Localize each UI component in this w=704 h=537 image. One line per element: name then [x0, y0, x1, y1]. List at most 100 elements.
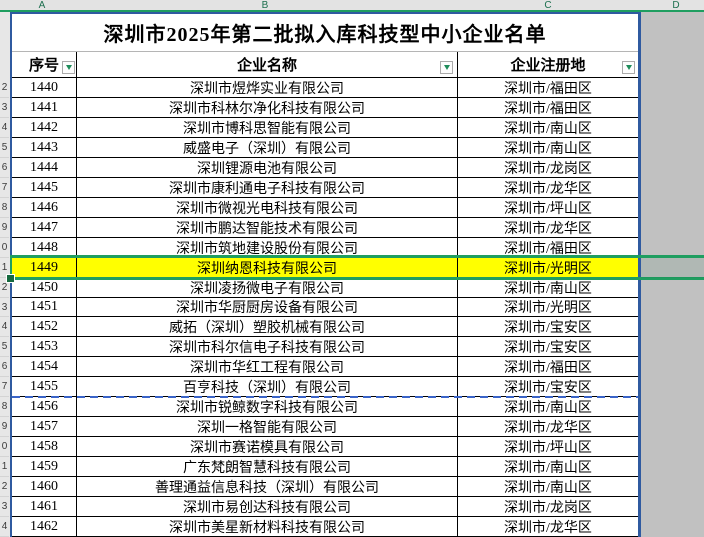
column-header-d[interactable]: D	[672, 0, 680, 11]
cell-serial-no[interactable]: 1440	[12, 78, 77, 98]
cell-company-name[interactable]: 深圳纳恩科技有限公司	[77, 258, 458, 278]
row-number[interactable]: 2	[0, 78, 9, 98]
cell-serial-no[interactable]: 1441	[12, 98, 77, 118]
row-number[interactable]: 7	[0, 178, 9, 198]
row-number[interactable]: 4	[0, 517, 9, 537]
cell-company-name[interactable]: 深圳一格智能有限公司	[77, 417, 458, 437]
row-number[interactable]: 3	[0, 497, 9, 517]
row-number[interactable]: 0	[0, 437, 9, 457]
cell-company-name[interactable]: 广东梵朗智慧科技有限公司	[77, 457, 458, 477]
cell-serial-no[interactable]: 1444	[12, 158, 77, 178]
cell-company-name[interactable]: 深圳锂源电池有限公司	[77, 158, 458, 178]
cell-company-name[interactable]: 善理通益信息科技（深圳）有限公司	[77, 477, 458, 497]
cell-company-name[interactable]: 百亨科技（深圳）有限公司	[77, 377, 458, 397]
filter-dropdown-location-icon[interactable]	[622, 61, 635, 74]
cell-serial-no[interactable]: 1456	[12, 397, 77, 417]
cell-serial-no[interactable]: 1443	[12, 138, 77, 158]
cell-serial-no[interactable]: 1459	[12, 457, 77, 477]
row-number[interactable]: 9	[0, 218, 9, 238]
cell-company-name[interactable]: 深圳市鹏达智能技术有限公司	[77, 218, 458, 238]
cell-reg-location[interactable]: 深圳市/南山区	[458, 278, 638, 298]
column-header-c[interactable]: C	[544, 0, 552, 11]
row-number[interactable]: 6	[0, 357, 9, 377]
cell-serial-no[interactable]: 1442	[12, 118, 77, 138]
cell-reg-location[interactable]: 深圳市/南山区	[458, 118, 638, 138]
header-cell-no[interactable]: 序号	[12, 52, 77, 78]
cell-company-name[interactable]: 深圳市华红工程有限公司	[77, 357, 458, 377]
cell-reg-location[interactable]: 深圳市/龙华区	[458, 218, 638, 238]
cell-company-name[interactable]: 深圳凌扬微电子有限公司	[77, 278, 458, 298]
cell-company-name[interactable]: 深圳市科林尔净化科技有限公司	[77, 98, 458, 118]
cell-company-name[interactable]: 深圳市易创达科技有限公司	[77, 497, 458, 517]
cell-company-name[interactable]: 威拓（深圳）塑胶机械有限公司	[77, 317, 458, 337]
cell-serial-no[interactable]: 1462	[12, 517, 77, 537]
cell-company-name[interactable]: 深圳市科尔信电子科技有限公司	[77, 337, 458, 357]
row-number[interactable]: 0	[0, 238, 9, 258]
cell-reg-location[interactable]: 深圳市/宝安区	[458, 337, 638, 357]
cell-serial-no[interactable]: 1453	[12, 337, 77, 357]
cell-reg-location[interactable]: 深圳市/光明区	[458, 298, 638, 317]
row-number[interactable]: 7	[0, 377, 9, 397]
cell-reg-location[interactable]: 深圳市/南山区	[458, 397, 638, 417]
cell-company-name[interactable]: 深圳市华厨厨房设备有限公司	[77, 298, 458, 317]
cell-serial-no[interactable]: 1447	[12, 218, 77, 238]
row-number[interactable]: 3	[0, 298, 9, 317]
cell-company-name[interactable]: 深圳市煜烨实业有限公司	[77, 78, 458, 98]
cell-reg-location[interactable]: 深圳市/坪山区	[458, 198, 638, 218]
row-number[interactable]: 8	[0, 397, 9, 417]
cell-reg-location[interactable]: 深圳市/龙华区	[458, 417, 638, 437]
cell-serial-no[interactable]: 1445	[12, 178, 77, 198]
row-number[interactable]: 1	[0, 457, 9, 477]
row-number[interactable]: 9	[0, 417, 9, 437]
cell-company-name[interactable]: 威盛电子（深圳）有限公司	[77, 138, 458, 158]
cell-company-name[interactable]: 深圳市微视光电科技有限公司	[77, 198, 458, 218]
sheet-title-cell[interactable]: 深圳市2025年第二批拟入库科技型中小企业名单	[12, 14, 638, 52]
cell-reg-location[interactable]: 深圳市/福田区	[458, 98, 638, 118]
cell-serial-no[interactable]: 1457	[12, 417, 77, 437]
row-number[interactable]: 1	[0, 258, 9, 278]
cell-serial-no[interactable]: 1460	[12, 477, 77, 497]
cell-reg-location[interactable]: 深圳市/龙华区	[458, 517, 638, 537]
row-number[interactable]: 2	[0, 278, 9, 298]
cell-reg-location[interactable]: 深圳市/龙华区	[458, 178, 638, 198]
cell-reg-location[interactable]: 深圳市/宝安区	[458, 317, 638, 337]
row-number[interactable]: 5	[0, 138, 9, 158]
row-number[interactable]: 6	[0, 158, 9, 178]
cell-reg-location[interactable]: 深圳市/福田区	[458, 357, 638, 377]
cell-reg-location[interactable]: 深圳市/光明区	[458, 258, 638, 278]
cell-reg-location[interactable]: 深圳市/南山区	[458, 138, 638, 158]
cell-serial-no[interactable]: 1452	[12, 317, 77, 337]
row-number[interactable]: 8	[0, 198, 9, 218]
filter-dropdown-no-icon[interactable]	[62, 61, 75, 74]
cell-company-name[interactable]: 深圳市博科思智能有限公司	[77, 118, 458, 138]
cell-company-name[interactable]: 深圳市锐鲸数字科技有限公司	[77, 397, 458, 417]
row-number[interactable]: 4	[0, 317, 9, 337]
cell-serial-no[interactable]: 1451	[12, 298, 77, 317]
header-cell-location[interactable]: 企业注册地	[458, 52, 638, 78]
cell-company-name[interactable]: 深圳市美星新材料科技有限公司	[77, 517, 458, 537]
cell-reg-location[interactable]: 深圳市/福田区	[458, 78, 638, 98]
column-header-a[interactable]: A	[38, 0, 46, 11]
cell-company-name[interactable]: 深圳市赛诺模具有限公司	[77, 437, 458, 457]
cell-serial-no[interactable]: 1454	[12, 357, 77, 377]
cell-serial-no[interactable]: 1446	[12, 198, 77, 218]
cell-serial-no[interactable]: 1458	[12, 437, 77, 457]
cell-serial-no[interactable]: 1449	[12, 258, 77, 278]
cell-serial-no[interactable]: 1461	[12, 497, 77, 517]
column-header-b[interactable]: B	[261, 0, 269, 11]
cell-reg-location[interactable]: 深圳市/宝安区	[458, 377, 638, 397]
row-number[interactable]: 2	[0, 477, 9, 497]
cell-reg-location[interactable]: 深圳市/坪山区	[458, 437, 638, 457]
row-number[interactable]: 3	[0, 98, 9, 118]
header-cell-name[interactable]: 企业名称	[77, 52, 458, 78]
cell-reg-location[interactable]: 深圳市/龙岗区	[458, 497, 638, 517]
cell-serial-no[interactable]: 1455	[12, 377, 77, 397]
row-number[interactable]: 5	[0, 337, 9, 357]
cell-reg-location[interactable]: 深圳市/南山区	[458, 457, 638, 477]
filter-dropdown-name-icon[interactable]	[440, 61, 453, 74]
cell-company-name[interactable]: 深圳市康利通电子科技有限公司	[77, 178, 458, 198]
cell-reg-location[interactable]: 深圳市/龙岗区	[458, 158, 638, 178]
cell-serial-no[interactable]: 1450	[12, 278, 77, 298]
row-number[interactable]: 4	[0, 118, 9, 138]
cell-reg-location[interactable]: 深圳市/南山区	[458, 477, 638, 497]
